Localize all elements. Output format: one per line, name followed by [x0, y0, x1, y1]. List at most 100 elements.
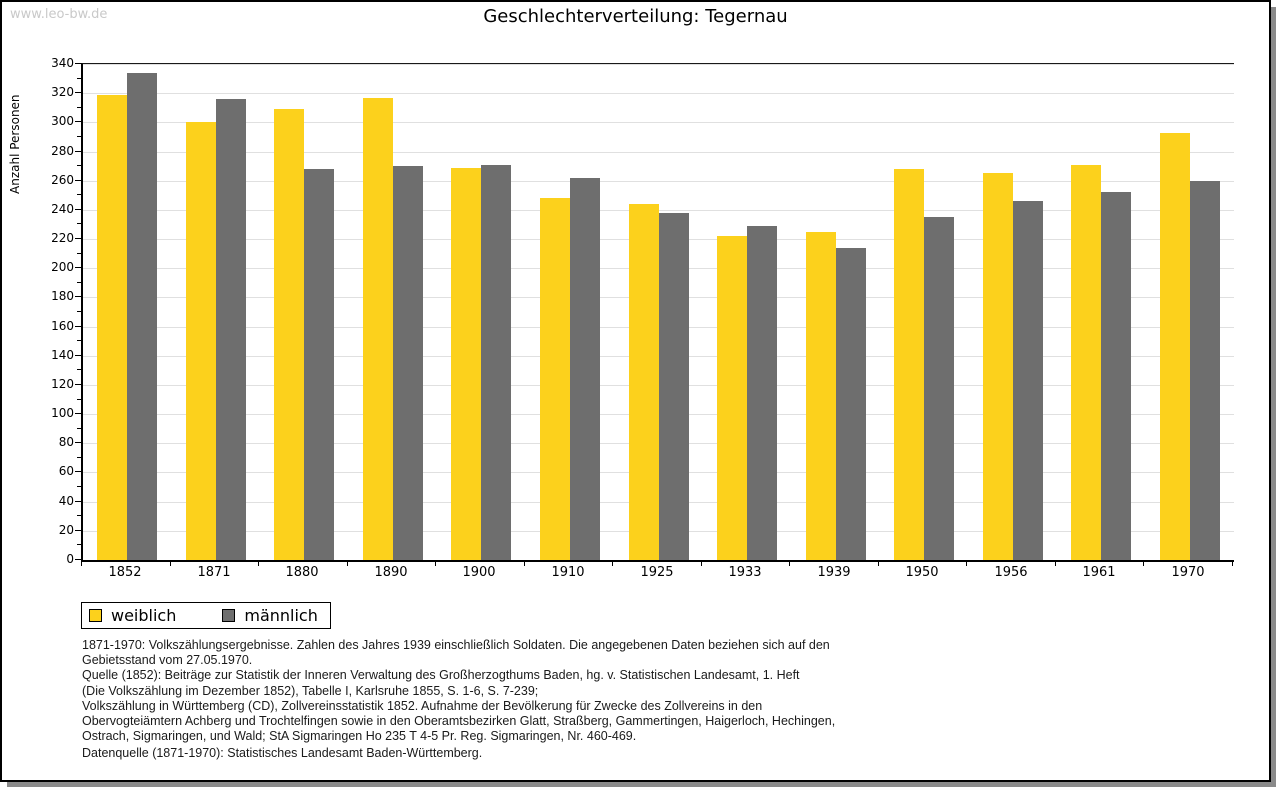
x-boundary-tick-6 [612, 561, 613, 566]
x-tick-label-1880: 1880 [285, 565, 319, 580]
y-tick-label-100: 100 [51, 406, 74, 421]
plot-area [81, 63, 1234, 562]
footnote-line: Volkszählung in Württemberg (CD), Zollve… [82, 698, 763, 713]
y-tick-130 [77, 369, 81, 371]
bar-männlich-1910 [570, 178, 600, 560]
bar-männlich-1890 [393, 166, 423, 560]
y-tick-230 [77, 223, 81, 225]
footnote-line: 1871-1970: Volkszählungsergebnisse. Zahl… [82, 638, 830, 652]
y-tick-label-200: 200 [51, 260, 74, 275]
y-tick-50 [77, 486, 81, 488]
x-boundary-tick-11 [1055, 561, 1056, 566]
y-tick-60 [75, 471, 81, 473]
x-tick-label-1933: 1933 [728, 565, 762, 580]
y-tick-70 [77, 456, 81, 458]
x-boundary-tick-10 [966, 561, 967, 566]
gridline-y-300 [83, 122, 1234, 124]
y-tick-label-120: 120 [51, 376, 74, 391]
x-boundary-tick-8 [789, 561, 790, 566]
bar-weiblich-1939 [806, 232, 836, 560]
y-tick-260 [75, 179, 81, 181]
bar-männlich-1950 [924, 217, 954, 560]
x-boundary-tick-4 [435, 561, 436, 566]
x-boundary-tick-13 [1232, 561, 1233, 566]
gridline-y-260 [83, 180, 1234, 182]
gridline-y-320 [83, 93, 1234, 95]
y-tick-100 [75, 413, 81, 415]
bar-männlich-1970 [1190, 181, 1220, 560]
bar-weiblich-1970 [1160, 133, 1190, 560]
bar-weiblich-1900 [451, 168, 481, 560]
y-tick-250 [77, 194, 81, 196]
y-tick-150 [77, 340, 81, 342]
legend-item-maennlich: männlich [222, 606, 318, 625]
x-tick-label-1961: 1961 [1082, 565, 1116, 580]
datasource-note: Datenquelle (1871-1970): Statistisches L… [82, 746, 483, 760]
y-tick-label-180: 180 [51, 289, 74, 304]
y-tick-160 [75, 325, 81, 327]
bar-männlich-1880 [304, 169, 334, 560]
y-tick-90 [77, 427, 81, 429]
y-tick-label-300: 300 [51, 114, 74, 129]
x-boundary-tick-2 [258, 561, 259, 566]
footnote-line: Quelle (1852): Beiträge zur Statistik de… [82, 668, 800, 683]
x-tick-label-1939: 1939 [817, 565, 851, 580]
y-tick-label-340: 340 [51, 56, 74, 70]
y-tick-label-220: 220 [51, 231, 74, 246]
y-tick-330 [77, 77, 81, 79]
x-boundary-tick-3 [347, 561, 348, 566]
bar-weiblich-1925 [629, 204, 659, 560]
x-tick-label-1970: 1970 [1171, 565, 1205, 580]
footnote-line: (Die Volkszählung im Dezember 1852), Tab… [82, 683, 539, 698]
y-tick-120 [75, 383, 81, 385]
y-tick-label-140: 140 [51, 347, 74, 362]
legend-swatch-maennlich [222, 609, 236, 622]
y-tick-310 [77, 106, 81, 108]
y-tick-20 [75, 529, 81, 531]
chart-title: Geschlechterverteilung: Tegernau [483, 6, 788, 27]
y-tick-40 [75, 500, 81, 502]
y-tick-270 [77, 165, 81, 167]
x-tick-label-1890: 1890 [374, 565, 408, 580]
x-boundary-tick-5 [524, 561, 525, 566]
bar-weiblich-1956 [983, 173, 1013, 560]
bar-weiblich-1852 [97, 95, 127, 560]
footnote-line: Gebietsstand vom 27.05.1970. [82, 653, 253, 668]
x-tick-label-1910: 1910 [551, 565, 585, 580]
x-tick-label-1900: 1900 [462, 565, 496, 580]
legend-label-weiblich: weiblich [111, 606, 177, 625]
bar-weiblich-1961 [1071, 165, 1101, 560]
y-tick-280 [75, 150, 81, 152]
y-tick-label-240: 240 [51, 201, 74, 216]
watermark-leo-bw: www.leo-bw.de [10, 7, 108, 22]
bar-weiblich-1950 [894, 169, 924, 560]
bar-weiblich-1933 [717, 236, 747, 560]
y-tick-340 [75, 63, 81, 64]
bar-männlich-1961 [1101, 192, 1131, 560]
x-boundary-tick-12 [1143, 561, 1144, 566]
y-tick-80 [75, 442, 81, 444]
legend: weiblich männlich [81, 602, 331, 629]
y-tick-300 [75, 121, 81, 123]
gridline-y-280 [83, 151, 1234, 153]
x-boundary-tick-9 [878, 561, 879, 566]
y-tick-label-40: 40 [58, 493, 74, 508]
y-tick-label-160: 160 [51, 318, 74, 333]
bar-männlich-1900 [481, 165, 511, 560]
bar-weiblich-1910 [540, 198, 570, 560]
bar-männlich-1956 [1013, 201, 1043, 560]
legend-item-weiblich: weiblich [89, 606, 176, 625]
y-tick-110 [77, 398, 81, 400]
x-tick-label-1956: 1956 [994, 565, 1028, 580]
y-tick-210 [77, 252, 81, 254]
bar-weiblich-1890 [363, 98, 393, 560]
bar-weiblich-1871 [186, 122, 216, 560]
y-tick-label-20: 20 [58, 522, 74, 537]
x-boundary-tick-7 [701, 561, 702, 566]
y-tick-label-80: 80 [58, 435, 74, 450]
y-tick-180 [75, 296, 81, 298]
y-tick-170 [77, 311, 81, 312]
y-tick-200 [75, 267, 81, 269]
